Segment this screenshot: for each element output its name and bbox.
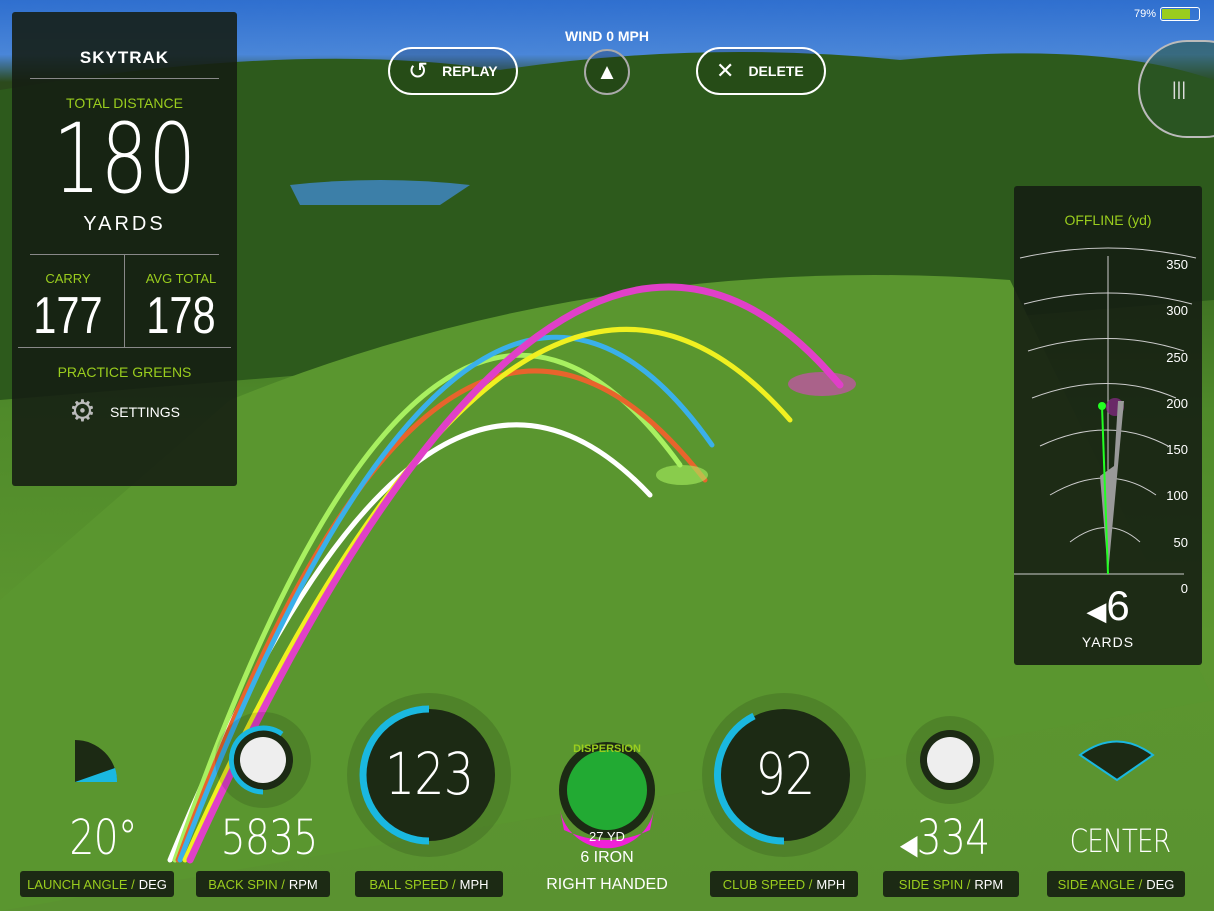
- wind-direction-icon: ▲: [584, 49, 630, 95]
- left-arrow-icon: ◀: [899, 828, 918, 861]
- club-speed-value: 92: [755, 740, 816, 808]
- offline-units: YARDS: [1081, 634, 1135, 650]
- replay-button[interactable]: ↺ REPLAY: [388, 47, 518, 95]
- battery-icon: [1160, 7, 1200, 21]
- shot-trajectories: [167, 283, 844, 864]
- shot-trace: [182, 326, 793, 863]
- avg-total-stat: AVG TOTAL 178: [145, 271, 217, 345]
- dispersion-label: DISPERSION: [573, 743, 641, 755]
- back-spin-label: BACK SPIN / RPM: [196, 871, 330, 897]
- back-spin-value: 5835: [220, 810, 319, 866]
- landing-zone: [656, 465, 708, 485]
- gear-icon: ⚙: [69, 395, 96, 428]
- target-dispersion: [788, 372, 856, 396]
- mode-label: PRACTICE GREENS: [57, 364, 192, 380]
- wind-label: WIND 0 MPH: [565, 28, 649, 44]
- side-spin-label: SIDE SPIN / RPM: [883, 871, 1019, 897]
- offline-chart: [1014, 247, 1197, 575]
- dispersion-value: 27 YD: [589, 829, 625, 844]
- side-spin-value: ◀334: [899, 810, 990, 866]
- settings-button[interactable]: ⚙ SETTINGS: [69, 395, 180, 428]
- battery-status: 79%: [1134, 7, 1200, 21]
- skytrak-logo: SKYTRAK: [79, 48, 170, 67]
- carry-stat: CARRY 177: [12, 255, 125, 347]
- offline-panel: OFFLINE (yd) 350 300 250 200 150 100 50 0 ◀6 YA…: [1014, 186, 1202, 665]
- fairway: [0, 275, 1214, 911]
- total-distance-units: YARDS: [83, 213, 166, 235]
- ball-speed-value: 123: [384, 740, 474, 808]
- total-distance-label: TOTAL DISTANCE: [66, 95, 183, 111]
- club-speed-label: CLUB SPEED / MPH: [710, 871, 858, 897]
- offline-tick-labels: 350 300 250 200 150 100 50 0: [1166, 257, 1188, 597]
- close-icon: ✕: [716, 58, 735, 83]
- offline-title: OFFLINE (yd): [1064, 212, 1152, 228]
- left-arrow-icon: ◀: [1086, 596, 1107, 626]
- lake: [290, 180, 470, 205]
- shot-trace: [177, 334, 715, 863]
- side-angle-label: SIDE ANGLE / DEG: [1047, 871, 1185, 897]
- ball-speed-label: BALL SPEED / MPH: [355, 871, 503, 897]
- side-angle-value: CENTER: [1069, 822, 1171, 860]
- offline-value: 6: [1106, 582, 1130, 629]
- shot-trace: [175, 368, 708, 863]
- shot-trace: [186, 283, 844, 864]
- launch-angle-label: LAUNCH ANGLE / DEG: [20, 871, 174, 897]
- launch-angle-value: 20°: [69, 810, 137, 866]
- menu-handle[interactable]: |||: [1138, 40, 1214, 138]
- current-shot-line: [1101, 405, 1109, 575]
- replay-icon: ↺: [408, 57, 429, 85]
- shot-summary-panel: SKYTRAK TOTAL DISTANCE 180 YARDS CARRY 17…: [12, 12, 237, 486]
- total-distance-value: 180: [53, 103, 196, 215]
- handedness: RIGHT HANDED: [546, 876, 668, 893]
- delete-button[interactable]: ✕ DELETE: [696, 47, 826, 95]
- club-name: 6 IRON: [580, 849, 634, 866]
